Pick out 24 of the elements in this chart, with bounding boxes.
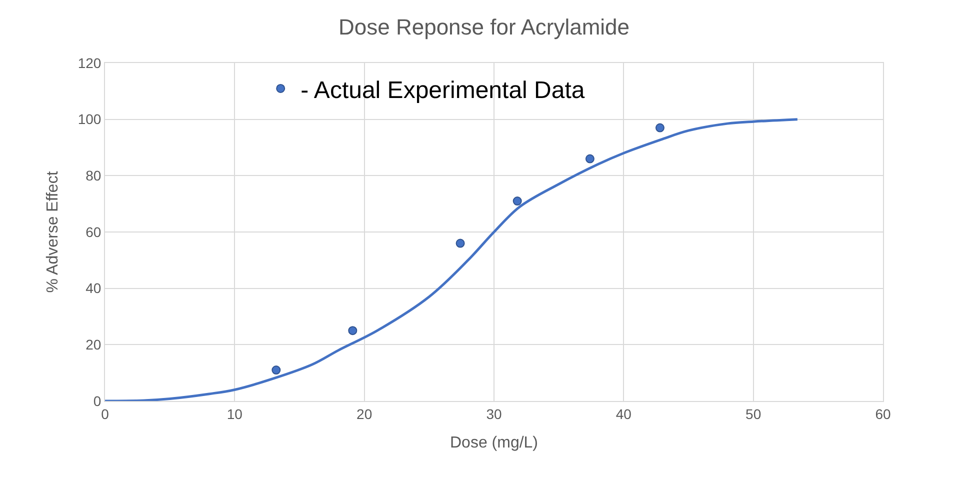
x-tick-label: 50 <box>746 406 762 422</box>
point <box>348 326 358 336</box>
point <box>456 238 465 248</box>
y-tick-label: 40 <box>86 280 102 296</box>
point <box>272 366 281 375</box>
y-tick-label: 0 <box>93 392 102 409</box>
chart-title: Dose Reponse for Acrylamide <box>338 14 630 40</box>
y-tick-label: 60 <box>86 224 102 240</box>
y-tick-label: 20 <box>86 336 102 353</box>
y-tick-label: 100 <box>78 111 102 128</box>
x-tick-label: 10 <box>226 406 243 422</box>
x-tick-label: 60 <box>875 406 891 422</box>
x-tick-label: 40 <box>616 406 632 422</box>
y-axis-title: % Adverse Effect <box>44 170 62 293</box>
line-series <box>105 118 799 401</box>
y-tick-label: 120 <box>78 54 102 71</box>
x-tick-label: 30 <box>486 406 502 422</box>
x-axis-title: Dose (mg/L) <box>450 434 538 452</box>
point <box>512 196 522 206</box>
y-tick-label: 80 <box>86 168 102 184</box>
legend-label: - Actual Experimental Data <box>300 76 586 104</box>
point <box>655 123 664 132</box>
x-tick-label: 20 <box>356 406 372 422</box>
point <box>585 154 594 164</box>
